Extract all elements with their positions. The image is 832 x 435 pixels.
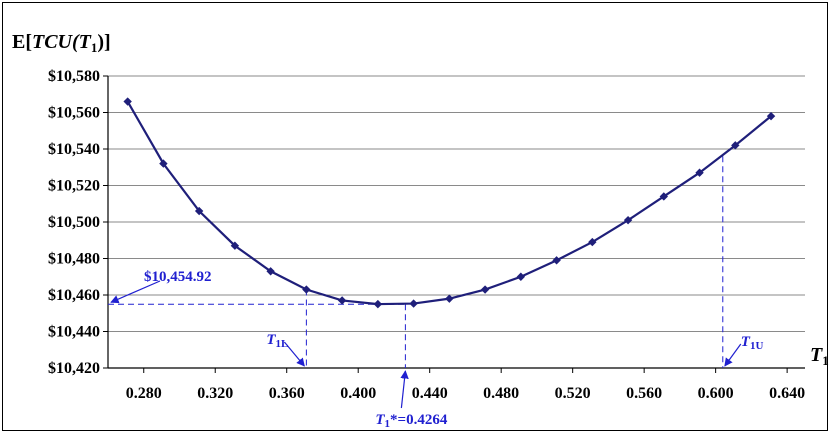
x-tick-label: 0.560 — [626, 385, 662, 402]
upper-bound-arrow — [724, 343, 742, 367]
upper-bound-label: T1U — [741, 334, 764, 352]
y-tick-label: $10,460 — [48, 287, 100, 304]
x-tick-label: 0.600 — [698, 385, 734, 402]
data-point — [194, 206, 204, 216]
y-tick-labels: $10,420 $10,440 $10,460 $10,480 $10,500 $10,5… — [48, 68, 100, 377]
cost-series — [123, 97, 776, 309]
gridlines — [108, 75, 805, 332]
data-point — [516, 272, 526, 281]
series-line — [126, 101, 772, 306]
y-tick-label: $10,540 — [48, 141, 100, 158]
x-tick-label: 0.640 — [769, 385, 805, 402]
lower-bound-arrow — [283, 341, 305, 367]
chart-frame — [2, 2, 828, 431]
data-point — [588, 237, 597, 247]
data-point — [230, 241, 240, 250]
min-cost-label: $10,454.92 — [144, 269, 212, 285]
x-tick-label: 0.320 — [197, 385, 233, 402]
data-point — [480, 285, 490, 294]
x-tick-label: 0.280 — [126, 385, 162, 402]
data-point — [445, 294, 454, 303]
y-tick-label: $10,420 — [48, 360, 100, 377]
min-cost-arrow — [110, 280, 161, 304]
data-point — [731, 141, 740, 150]
annotation-guides — [108, 156, 742, 409]
data-point — [409, 299, 418, 308]
data-point — [337, 296, 347, 305]
y-tick-label: $10,500 — [48, 214, 100, 231]
x-tick-label: 0.440 — [412, 385, 448, 402]
y-axis-label: E[TCU(T1)] — [12, 31, 111, 55]
x-tick-label: 0.520 — [555, 385, 591, 402]
x-tick-label: 0.360 — [269, 385, 305, 402]
optimal-t1-label: T1*=0.4264 — [375, 412, 447, 430]
x-tick-label: 0.480 — [483, 385, 519, 402]
y-tick-label: $10,440 — [48, 324, 100, 341]
x-axis-label: T1 — [810, 344, 829, 368]
x-tick-labels: 0.280 0.320 0.360 0.400 0.440 0.480 0.520 0.560… — [126, 385, 805, 402]
data-point — [302, 285, 311, 294]
x-tick-label: 0.400 — [340, 385, 376, 402]
data-point — [766, 111, 776, 121]
data-point — [552, 256, 561, 265]
optimal-arrow — [400, 370, 409, 409]
data-point — [623, 215, 633, 225]
y-tick-label: $10,560 — [48, 105, 100, 122]
y-tick-label: $10,520 — [48, 178, 100, 195]
y-tick-label: $10,580 — [48, 68, 100, 85]
data-point — [373, 299, 383, 309]
data-point — [695, 168, 704, 177]
y-tick-label: $10,480 — [48, 251, 100, 268]
data-point — [266, 267, 275, 276]
data-point — [659, 192, 669, 201]
lower-bound-label: T1L — [266, 332, 288, 350]
data-point — [159, 159, 168, 168]
axes — [103, 75, 805, 373]
data-point — [123, 97, 132, 106]
